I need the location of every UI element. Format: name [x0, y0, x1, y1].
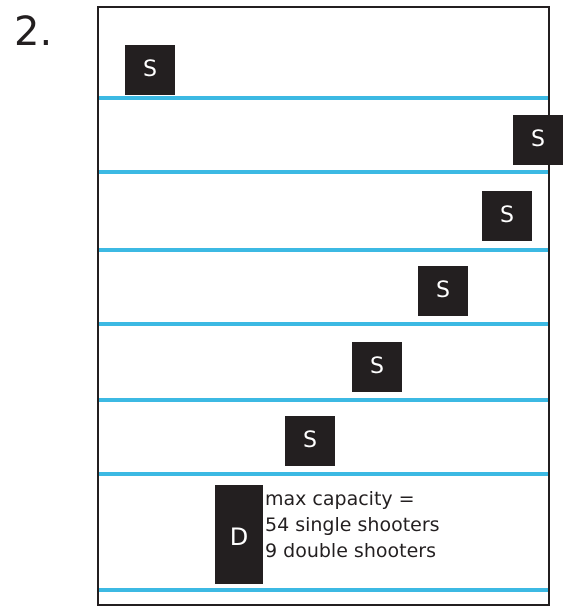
- single-shooter-box: S: [285, 416, 335, 466]
- lane-diagram-frame: S S S S S S D max capacity = 54 single s…: [97, 6, 563, 606]
- lane-divider-line: [99, 170, 548, 174]
- single-shooter-box: S: [482, 191, 532, 241]
- capacity-note: max capacity = 54 single shooters 9 doub…: [265, 486, 440, 564]
- single-shooter-box: S: [513, 115, 563, 165]
- capacity-note-line: 9 double shooters: [265, 540, 436, 562]
- lane-divider-line: [99, 248, 548, 252]
- double-shooter-box: D: [215, 485, 263, 584]
- capacity-note-line: max capacity =: [265, 488, 415, 510]
- single-shooter-box: S: [352, 342, 402, 392]
- lane-divider-line: [99, 588, 548, 592]
- capacity-note-line: 54 single shooters: [265, 514, 440, 536]
- problem-number: 2.: [14, 9, 53, 55]
- lane-divider-line: [99, 472, 548, 476]
- lane-divider-line: [99, 96, 548, 100]
- lane-divider-line: [99, 322, 548, 326]
- single-shooter-box: S: [418, 266, 468, 316]
- single-shooter-box: S: [125, 45, 175, 95]
- double-shooter-label: D: [229, 523, 249, 551]
- lane-divider-line: [99, 398, 548, 402]
